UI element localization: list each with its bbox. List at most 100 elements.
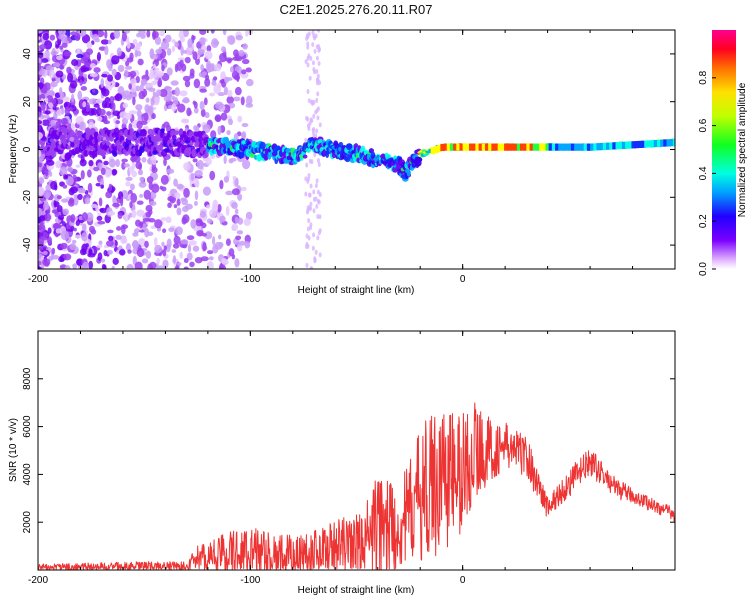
spectrogram-cell xyxy=(131,241,139,249)
spectrogram-cell xyxy=(310,266,314,269)
spectrogram-cell xyxy=(129,201,133,209)
spectrogram-cell xyxy=(151,166,158,174)
spectrogram-cell xyxy=(245,78,254,87)
spectrogram-cell xyxy=(218,234,222,240)
spectrogram-cell xyxy=(55,160,62,169)
spectrogram-cell xyxy=(631,141,636,149)
spectrogram-cell xyxy=(182,205,189,213)
spectrogram-cell xyxy=(60,117,69,126)
spectrogram-cell xyxy=(52,62,61,68)
spectrogram-cell xyxy=(223,76,230,84)
spectrogram-cell xyxy=(660,139,665,147)
spectrogram-cell xyxy=(484,143,490,151)
spectrogram-cell xyxy=(317,47,321,53)
y-tick-label: 6000 xyxy=(22,415,33,438)
spectrogram-cell xyxy=(64,106,71,116)
spectrogram-cell xyxy=(56,195,62,200)
spectrogram-cell xyxy=(316,189,320,195)
spectrogram-cell xyxy=(218,264,227,269)
spectrogram-cell xyxy=(306,89,310,95)
y-tick-label: 0 xyxy=(22,146,33,152)
spectrogram-cell xyxy=(226,129,231,136)
spectrogram-cell xyxy=(194,170,203,177)
spectrogram-cell xyxy=(64,265,71,269)
spectrogram-cell xyxy=(542,143,547,151)
spectrogram-cell xyxy=(75,220,81,226)
spectrogram-cell xyxy=(93,103,100,108)
spectrogram-cell xyxy=(153,140,158,148)
spectrogram-cell xyxy=(74,234,82,239)
spectrogram-cell xyxy=(44,168,49,177)
spectrogram-cell xyxy=(93,166,100,172)
spectrogram-cell xyxy=(245,30,249,37)
spectrogram-cell xyxy=(314,109,318,115)
spectrogram-cell xyxy=(586,143,592,151)
spectrogram-cell xyxy=(672,138,675,147)
spectrogram-cell xyxy=(52,106,57,111)
spectrogram-cell xyxy=(315,128,319,134)
spectrogram-cell xyxy=(317,44,321,50)
spectrogram-cell xyxy=(199,88,207,93)
spectrogram-cell xyxy=(241,122,249,128)
spectrogram-cell xyxy=(237,243,243,252)
spectrogram-cell xyxy=(156,71,165,77)
spectrogram-cell xyxy=(220,112,228,121)
spectrogram-cell xyxy=(80,169,85,180)
spectrogram-cell xyxy=(599,142,605,151)
spectrogram-cell xyxy=(162,259,169,269)
y-tick-label: 20 xyxy=(22,96,33,108)
spectrogram-cell xyxy=(66,66,72,75)
spectrogram-cell xyxy=(96,244,103,249)
spectrogram-cell xyxy=(577,143,582,151)
spectrogram-cell xyxy=(160,40,170,50)
spectrogram-cell xyxy=(650,140,656,148)
spectrogram-cell xyxy=(146,176,154,184)
spectrogram-cell xyxy=(152,30,157,41)
x-tick-label: -200 xyxy=(28,575,48,586)
spectrogram-cell xyxy=(237,115,243,123)
spectrogram-cell xyxy=(317,162,321,168)
spectrogram-cell xyxy=(491,143,496,151)
spectrogram-cell xyxy=(38,223,46,233)
spectrogram-cell xyxy=(446,143,452,151)
spectrogram-cell xyxy=(186,252,193,261)
spectrogram-cell xyxy=(166,48,172,56)
spectrogram-cell xyxy=(306,44,310,50)
spectrogram-cell xyxy=(228,248,235,257)
spectrogram-cell xyxy=(106,59,112,69)
spectrogram-cell xyxy=(96,133,103,141)
spectrogram-cell xyxy=(112,195,117,205)
spectrogram-cell xyxy=(174,63,179,73)
spectrogram-cell xyxy=(182,50,188,54)
spectrogram-cell xyxy=(172,242,180,249)
spectrogram-cell xyxy=(130,78,137,85)
spectrogram-cell xyxy=(196,159,204,170)
spectrogram-cell xyxy=(67,72,74,83)
spectrogram-cell xyxy=(81,223,87,232)
spectrogram-cell xyxy=(225,190,234,196)
spectrogram-cell xyxy=(139,83,144,93)
spectrogram-ylabel: Frequency (Hz) xyxy=(8,115,19,184)
spectrogram-cell xyxy=(87,182,93,193)
spectrogram-cell xyxy=(115,120,121,125)
spectrogram-cell xyxy=(212,199,219,209)
spectrogram-cell xyxy=(305,162,309,168)
spectrogram-cell xyxy=(121,117,129,125)
spectrogram-cell xyxy=(40,102,46,111)
spectrogram-cell xyxy=(314,249,318,255)
spectrogram-cell xyxy=(80,86,88,91)
spectrogram-cell xyxy=(128,110,137,115)
spectrogram-cell xyxy=(459,143,464,151)
spectrogram-cell xyxy=(135,104,143,111)
spectrogram-cell xyxy=(200,64,205,71)
spectrogram-cell xyxy=(167,202,172,209)
spectrogram-cell xyxy=(241,69,247,75)
spectrogram-cell xyxy=(653,139,659,148)
spectrogram-cell xyxy=(63,174,69,180)
spectrogram-cell xyxy=(239,240,246,246)
spectrogram-cell xyxy=(79,159,87,167)
spectrogram-cell xyxy=(192,51,198,61)
spectrogram-marks xyxy=(38,30,675,269)
spectrogram-cell xyxy=(316,214,320,220)
spectrogram-cell xyxy=(314,133,318,139)
